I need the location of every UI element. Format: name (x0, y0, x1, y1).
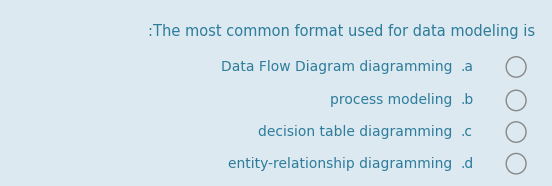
Text: process modeling: process modeling (330, 93, 453, 108)
Text: .d: .d (461, 157, 474, 171)
Text: .b: .b (461, 93, 474, 108)
Text: .c: .c (461, 125, 473, 139)
Text: .a: .a (461, 60, 474, 74)
Text: decision table diagramming: decision table diagramming (258, 125, 453, 139)
Text: entity-relationship diagramming: entity-relationship diagramming (229, 157, 453, 171)
Text: :The most common format used for data modeling is: :The most common format used for data mo… (148, 24, 535, 39)
Text: Data Flow Diagram diagramming: Data Flow Diagram diagramming (221, 60, 453, 74)
